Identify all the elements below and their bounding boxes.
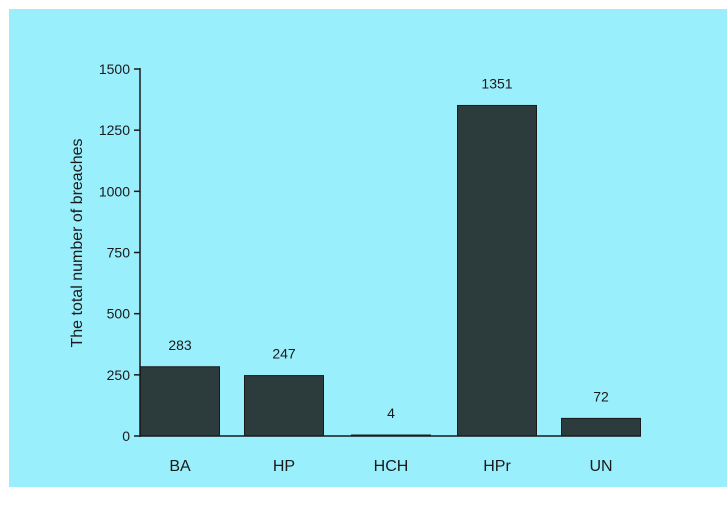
data-label-hp: 247 (272, 346, 296, 362)
y-tick-label: 0 (122, 428, 130, 444)
y-tick-label: 250 (107, 367, 131, 383)
y-tick-label: 1500 (99, 61, 130, 77)
x-tick-label-hp: HP (273, 458, 295, 475)
chart-background (9, 9, 727, 487)
y-tick-label: 1000 (99, 183, 130, 199)
data-label-un: 72 (593, 388, 609, 404)
x-tick-label-un: UN (589, 458, 612, 475)
y-tick-label: 750 (107, 245, 131, 261)
data-label-hpr: 1351 (481, 75, 512, 91)
bar-ba (140, 366, 220, 437)
y-tick-label: 500 (107, 306, 131, 322)
bar-un (561, 417, 641, 437)
x-tick-label-ba: BA (169, 458, 191, 475)
x-tick-labels-layer: BA HP HCH HPr UN (169, 458, 612, 475)
y-ticks-layer: 0 250 500 750 1000 1250 1500 (99, 61, 140, 444)
data-label-ba: 283 (168, 337, 192, 353)
x-tick-label-hch: HCH (374, 458, 409, 475)
x-tick-label-hpr: HPr (483, 458, 511, 475)
data-labels-layer: 283 247 4 1351 72 (168, 75, 609, 421)
bar-hpr (457, 104, 537, 437)
y-tick-label: 1250 (99, 122, 130, 138)
bar-hp (244, 375, 324, 437)
y-axis-title: The total number of breaches (69, 138, 86, 347)
data-label-hch: 4 (387, 405, 395, 421)
